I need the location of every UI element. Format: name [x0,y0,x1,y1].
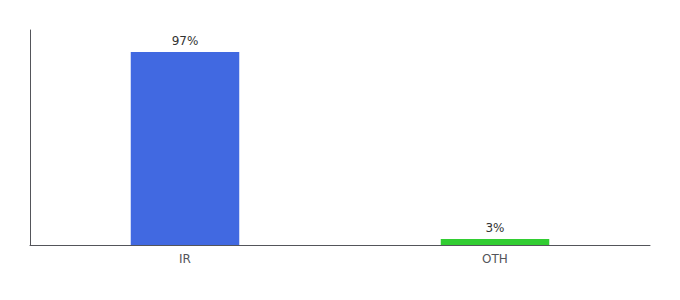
svg-text:IR: IR [179,252,191,266]
svg-text:3%: 3% [485,221,504,235]
svg-text:OTH: OTH [482,252,508,266]
svg-text:97%: 97% [172,34,199,48]
